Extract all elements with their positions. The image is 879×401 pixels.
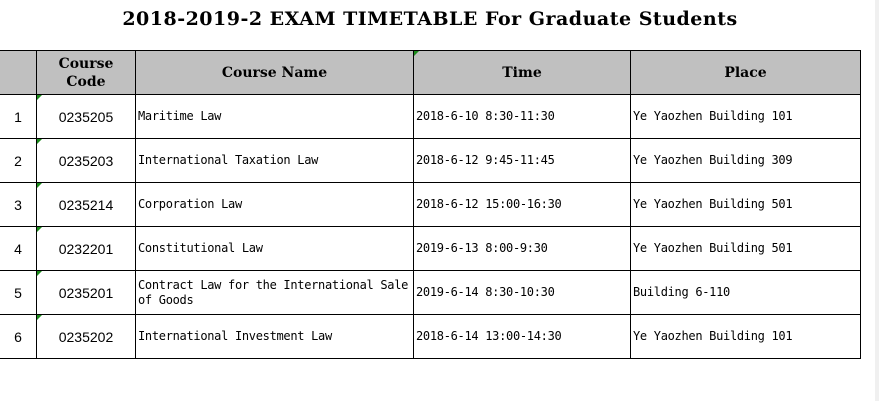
time-cell[interactable]: 2018-6-12 9:45-11:45 [413, 138, 631, 183]
row-index[interactable]: 3 [0, 182, 37, 227]
scrollbar-edge[interactable] [875, 0, 879, 401]
time-cell[interactable]: 2018-6-12 15:00-16:30 [413, 182, 631, 227]
table-row: 6 0235202 International Investment Law 2018… [0, 314, 861, 359]
course-code-cell[interactable]: 0235202 [36, 314, 136, 359]
course-name-cell[interactable]: Constitutional Law [135, 226, 414, 271]
course-code-cell[interactable]: 0235203 [36, 138, 136, 183]
course-code-cell[interactable]: 0235205 [36, 94, 136, 139]
table-row: 2 0235203 International Taxation Law 2018-6… [0, 138, 861, 183]
time-cell[interactable]: 2019-6-14 8:30-10:30 [413, 270, 631, 315]
place-cell[interactable]: Ye Yaozhen Building 501 [630, 226, 861, 271]
header-course-name[interactable]: Course Name [135, 50, 414, 95]
comment-marker-icon [414, 51, 419, 56]
page-title: 2018-2019-2 EXAM TIMETABLE For Graduate … [122, 8, 738, 30]
table-row: 5 0235201 Contract Law for the Internation… [0, 270, 861, 315]
timetable: Course Code Course Name Time Place 1 0235… [0, 50, 861, 359]
comment-marker-icon [37, 183, 42, 188]
header-row: Course Code Course Name Time Place [0, 50, 861, 95]
course-name-cell[interactable]: Maritime Law [135, 94, 414, 139]
comment-marker-icon [37, 271, 42, 276]
place-cell[interactable]: Ye Yaozhen Building 309 [630, 138, 861, 183]
course-name-cell[interactable]: Contract Law for the International Sale … [135, 270, 414, 315]
course-name-cell[interactable]: Corporation Law [135, 182, 414, 227]
row-index[interactable]: 2 [0, 138, 37, 183]
table-row: 4 0232201 Constitutional Law 2019-6-13 8:00… [0, 226, 861, 271]
time-cell[interactable]: 2019-6-13 8:00-9:30 [413, 226, 631, 271]
header-time[interactable]: Time [413, 50, 631, 95]
place-cell[interactable]: Ye Yaozhen Building 501 [630, 182, 861, 227]
header-place[interactable]: Place [630, 50, 861, 95]
row-index[interactable]: 6 [0, 314, 37, 359]
course-code-cell[interactable]: 0235201 [36, 270, 136, 315]
place-cell[interactable]: Building 6-110 [630, 270, 861, 315]
place-cell[interactable]: Ye Yaozhen Building 101 [630, 314, 861, 359]
time-cell[interactable]: 2018-6-14 13:00-14:30 [413, 314, 631, 359]
comment-marker-icon [37, 227, 42, 232]
course-name-cell[interactable]: International Investment Law [135, 314, 414, 359]
course-name-cell[interactable]: International Taxation Law [135, 138, 414, 183]
comment-marker-icon [37, 95, 42, 100]
header-course-code[interactable]: Course Code [36, 50, 136, 95]
place-cell[interactable]: Ye Yaozhen Building 101 [630, 94, 861, 139]
row-index[interactable]: 1 [0, 94, 37, 139]
time-cell[interactable]: 2018-6-10 8:30-11:30 [413, 94, 631, 139]
course-code-cell[interactable]: 0235214 [36, 182, 136, 227]
comment-marker-icon [37, 315, 42, 320]
table-row: 3 0235214 Corporation Law 2018-6-12 15:00-1… [0, 182, 861, 227]
comment-marker-icon [37, 139, 42, 144]
row-index[interactable]: 5 [0, 270, 37, 315]
course-code-cell[interactable]: 0232201 [36, 226, 136, 271]
table-row: 1 0235205 Maritime Law 2018-6-10 8:30-11:30… [0, 94, 861, 139]
row-index[interactable]: 4 [0, 226, 37, 271]
header-index[interactable] [0, 50, 37, 95]
